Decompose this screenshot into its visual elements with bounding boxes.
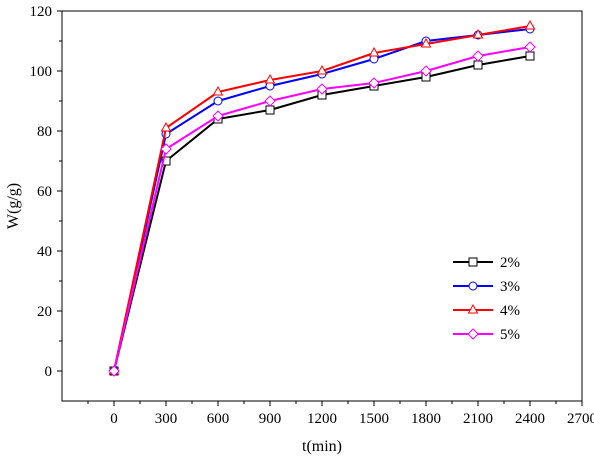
y-tick-label: 80 (37, 124, 52, 140)
data-point (525, 51, 535, 61)
series-3 (108, 41, 536, 377)
legend-label: 5% (500, 327, 520, 343)
x-axis: 0 300 600 900 1200 1500 1800 2100 2400 2700 (87, 401, 594, 427)
data-point (160, 143, 172, 155)
series-2 (108, 19, 536, 375)
legend-item: 3% (453, 279, 520, 295)
x-tick-label: 600 (207, 411, 230, 427)
legend-marker (467, 328, 479, 340)
y-axis: 0 20 40 60 80 100 120 (30, 4, 62, 380)
data-point (264, 95, 276, 107)
data-point (161, 156, 171, 166)
x-tick-label: 2400 (515, 411, 545, 427)
y-tick-label: 100 (30, 64, 53, 80)
data-point (265, 105, 275, 115)
x-tick-label: 300 (155, 411, 178, 427)
data-point (368, 77, 380, 89)
x-tick-label: 1800 (411, 411, 441, 427)
legend: 2% 3% 4% 5% (453, 255, 520, 343)
data-point (420, 37, 432, 48)
y-tick-label: 0 (45, 364, 53, 380)
y-tick-label: 60 (37, 184, 52, 200)
legend-item: 2% (453, 255, 520, 271)
legend-marker (468, 281, 478, 291)
x-tick-label: 2700 (567, 411, 594, 427)
y-tick-label: 40 (37, 244, 52, 260)
x-tick-label: 900 (259, 411, 282, 427)
legend-item: 5% (453, 327, 520, 343)
data-point (212, 85, 224, 96)
data-point (108, 365, 120, 377)
series-line (113, 28, 531, 372)
data-point (316, 64, 328, 75)
series-layer (108, 19, 536, 377)
series-line (113, 55, 531, 372)
legend-item: 4% (453, 303, 520, 319)
x-tick-label: 1500 (359, 411, 389, 427)
legend-label: 3% (500, 279, 520, 295)
data-point (212, 110, 224, 122)
x-tick-label: 0 (110, 411, 118, 427)
data-point (524, 41, 536, 53)
data-point (472, 50, 484, 62)
y-tick-label: 120 (30, 4, 53, 20)
data-point (213, 96, 223, 106)
x-tick-label: 2100 (463, 411, 493, 427)
legend-marker (467, 303, 479, 314)
legend-marker (468, 257, 478, 267)
data-point (524, 19, 536, 30)
y-tick-label: 20 (37, 304, 52, 320)
x-tick-label: 1200 (307, 411, 337, 427)
data-point (473, 60, 483, 70)
data-point (420, 65, 432, 77)
data-point (264, 73, 276, 84)
y-axis-title: W(g/g) (5, 183, 22, 229)
series-1 (109, 24, 535, 376)
data-point (472, 28, 484, 39)
legend-label: 2% (500, 255, 520, 271)
series-0 (109, 51, 535, 376)
data-point (160, 121, 172, 132)
data-point (368, 46, 380, 57)
legend-label: 4% (500, 303, 520, 319)
x-axis-title: t(min) (302, 438, 342, 455)
data-point (316, 83, 328, 95)
